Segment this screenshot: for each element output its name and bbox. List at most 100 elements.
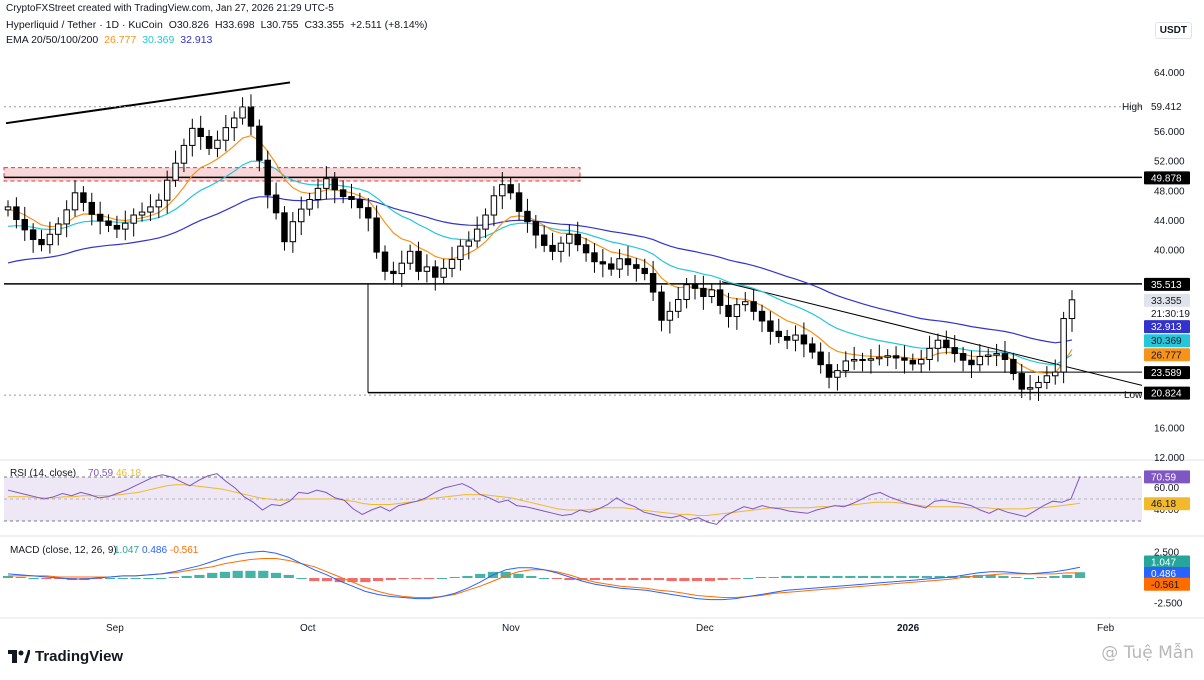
candle-body <box>943 339 950 349</box>
candle-body <box>381 251 389 272</box>
candle-body <box>515 192 523 212</box>
candle-body <box>499 184 506 197</box>
rsi-value-tag-bg <box>1144 470 1190 484</box>
candle-body <box>884 355 891 358</box>
macd-histogram-bar <box>870 575 881 578</box>
candle-body <box>616 258 623 270</box>
macd-histogram-bar <box>806 575 818 578</box>
macd-histogram-bar <box>411 578 422 580</box>
candle-body <box>591 252 598 263</box>
ohlc-change: +2.511 (+8.14%) <box>350 19 428 31</box>
candle-body <box>163 179 171 201</box>
candle-body <box>46 233 54 246</box>
candle-body <box>172 162 179 181</box>
candle-body <box>968 359 975 366</box>
macd-histogram-bar <box>628 578 639 581</box>
macd-hist-value: -0.561 <box>170 545 199 556</box>
macd-histogram-bar <box>551 578 562 580</box>
candle-body <box>189 127 196 146</box>
macd-histogram-bar <box>1049 575 1060 578</box>
candle-body <box>540 234 548 246</box>
macd-histogram-bar <box>717 578 728 581</box>
macd-histogram-bar <box>1074 572 1086 578</box>
candle-body <box>834 370 841 378</box>
candle-body <box>1052 371 1059 377</box>
candle-body <box>574 233 581 246</box>
macd-histogram-bar <box>564 578 575 581</box>
level-label-35513: 35.513 <box>1151 280 1182 291</box>
candle-body <box>80 192 87 203</box>
macd-histogram-bar <box>360 578 371 583</box>
macd-tick: -2.500 <box>1154 599 1183 610</box>
macd-histogram-bar <box>845 575 856 578</box>
macd-histogram-bar <box>15 576 26 578</box>
candle-body <box>716 289 724 306</box>
candle-body <box>331 178 338 191</box>
high-tag: High <box>1122 102 1143 113</box>
ema100-line <box>7 196 1073 344</box>
candle-body <box>155 199 163 208</box>
candle-body <box>415 250 422 272</box>
candle-body <box>1035 381 1042 389</box>
candle-body <box>222 127 230 141</box>
candle-body <box>976 356 984 366</box>
candle-body <box>641 267 648 275</box>
candle-body <box>4 206 12 211</box>
candle-body <box>524 210 531 223</box>
last-price-label-bg <box>1144 293 1190 307</box>
candle-body <box>733 304 741 318</box>
macd-histogram-bar <box>679 578 690 582</box>
ema20-value: 26.777 <box>104 34 137 46</box>
ema50-line <box>7 160 1073 366</box>
candle-body <box>867 358 875 361</box>
macd-label: MACD (close, 12, 26, 9) <box>10 545 117 556</box>
macd-histogram-bar <box>513 573 524 578</box>
candle-body <box>708 289 715 298</box>
candle-body <box>633 264 640 269</box>
candle-body <box>298 208 305 223</box>
macd-histogram-bar <box>743 578 754 579</box>
symbol-name: Hyperliquid / Tether · 1D · KuCoin <box>6 19 163 31</box>
candle-body <box>473 228 481 242</box>
macd-value: 1.047 <box>114 545 139 556</box>
upper-trendline <box>5 81 291 125</box>
rsi-ma-tag: 46.18 <box>1151 499 1176 510</box>
macd-histogram-bar <box>462 575 473 578</box>
candle-body <box>624 258 632 266</box>
macd-histogram-bar <box>704 578 716 582</box>
macd-histogram-bar <box>334 578 345 583</box>
candle-body <box>532 221 540 236</box>
x-axis-label: Nov <box>502 623 520 634</box>
candle-body <box>1018 373 1025 390</box>
candle-body <box>792 334 799 341</box>
countdown-label: 21:30:19 <box>1151 309 1190 320</box>
candle-body <box>272 194 280 214</box>
ema50-label-bg <box>1144 334 1190 348</box>
x-axis-label: Oct <box>300 623 316 634</box>
candle-body <box>138 211 146 216</box>
candle-body <box>281 212 288 243</box>
candle-body <box>582 244 590 254</box>
candle-body <box>700 287 707 298</box>
y-tick-label: 48.000 <box>1154 186 1185 197</box>
candle-body <box>423 266 431 272</box>
macd-histogram-bar <box>794 575 805 578</box>
candle-body <box>348 196 355 200</box>
candle-body <box>800 334 808 345</box>
candle-body <box>742 301 749 306</box>
candle-body <box>1010 358 1017 375</box>
level-label-23589: 23.589 <box>1151 368 1182 379</box>
x-axis-label: Sep <box>106 623 124 634</box>
macd-hist-tag-bg <box>1144 577 1190 591</box>
macd-histogram-bar <box>168 576 180 578</box>
y-tick-label: 64.000 <box>1154 68 1185 79</box>
macd-histogram-bar <box>475 573 486 578</box>
macd-histogram-bar <box>424 578 435 580</box>
candle-body <box>122 222 129 230</box>
candle-body <box>465 240 473 247</box>
candle-body <box>230 117 238 129</box>
macd-histogram-bar <box>309 578 320 582</box>
currency-badge[interactable]: USDT <box>1154 22 1192 39</box>
x-axis-label: 2026 <box>897 623 920 634</box>
candle-body <box>356 198 364 209</box>
